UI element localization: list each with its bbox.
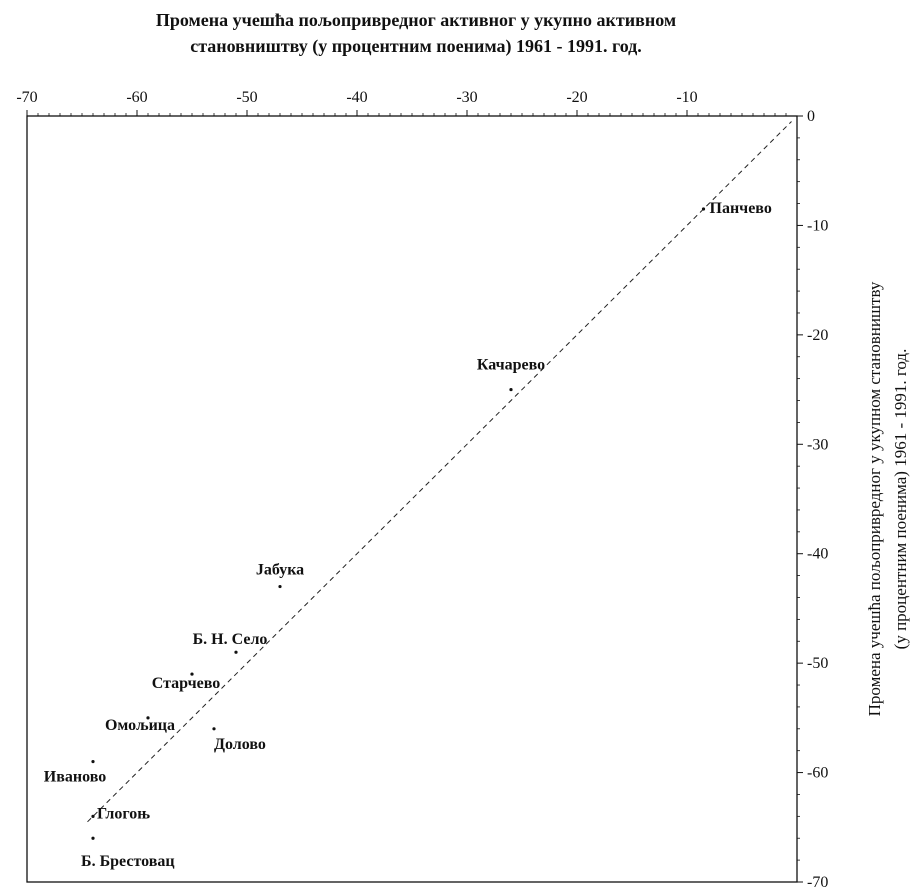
y-tick-label: -20 <box>807 327 828 344</box>
y-tick-label: -50 <box>807 655 828 672</box>
x-tick-label: -30 <box>456 89 477 106</box>
y-tick-label: -30 <box>807 436 828 453</box>
data-point <box>91 814 95 818</box>
x-tick-label: -50 <box>236 89 257 106</box>
y-tick-label: -70 <box>807 874 828 890</box>
point-label: Глогоњ <box>97 805 150 822</box>
y-axis-label: Промена учешћа пољопривредног у укупном … <box>865 281 910 716</box>
point-label: Долово <box>214 736 266 753</box>
point-label: Панчево <box>710 200 772 217</box>
data-point <box>212 727 216 731</box>
data-point <box>91 836 95 840</box>
point-label: Качарево <box>477 357 545 374</box>
data-point <box>278 584 282 589</box>
data-point <box>509 387 513 392</box>
point-label: Б. Брестовац <box>81 853 175 870</box>
data-points: Панчево Качарево Јабука Б. Н. Село Старчево О… <box>44 200 772 870</box>
data-point <box>234 650 238 654</box>
x-tick-label: -20 <box>566 89 587 106</box>
point-label: Иваново <box>44 769 106 786</box>
y-axis-label-line-2: (у процентним поенима) 1961 - 1991. год. <box>891 349 910 650</box>
x-tick-label: -40 <box>346 89 367 106</box>
x-tick-label: -10 <box>676 89 697 106</box>
x-tick-label: -60 <box>126 89 147 106</box>
y-axis-label-line-1: Промена учешћа пољопривредног у укупном … <box>865 281 884 716</box>
point-label: Омољица <box>105 717 175 734</box>
data-point <box>146 716 150 720</box>
y-axis-ticks: 0 -10 -20 -30 -40 -50 -60 -70 <box>797 108 828 890</box>
y-tick-label: 0 <box>807 108 815 125</box>
chart-title: Промена учешћа пољопривредног активног у… <box>156 10 676 57</box>
data-point <box>190 672 194 676</box>
data-point <box>91 760 95 764</box>
chart-title-line-2: становништву (у процентним поенима) 1961… <box>190 36 642 57</box>
point-label: Јабука <box>256 562 304 579</box>
x-axis-ticks: -70 -60 -50 -40 -30 -20 -10 <box>16 89 787 116</box>
data-point <box>701 207 706 211</box>
chart-title-line-1: Промена учешћа пољопривредног активног у… <box>156 10 676 30</box>
y-tick-label: -40 <box>807 546 828 563</box>
trend-line <box>87 121 792 823</box>
x-tick-label: -70 <box>16 89 37 106</box>
point-label: Б. Н. Село <box>193 631 268 648</box>
y-tick-label: -60 <box>807 765 828 782</box>
y-tick-label: -10 <box>807 217 828 234</box>
point-label: Старчево <box>152 675 221 692</box>
